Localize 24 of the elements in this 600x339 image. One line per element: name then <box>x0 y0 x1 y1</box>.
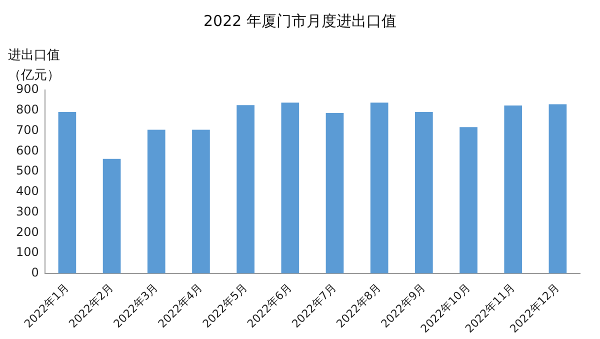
bar <box>504 105 522 274</box>
y-tick-label: 700 <box>16 122 39 137</box>
bar <box>281 102 300 274</box>
y-tick-label: 800 <box>16 102 39 117</box>
y-tick-label: 600 <box>16 143 39 158</box>
bar <box>370 102 388 274</box>
y-tick-label: 900 <box>16 82 39 96</box>
y-tick-label: 500 <box>16 164 39 178</box>
chart-title: 2022 年厦门市月度进出口值 <box>202 12 398 31</box>
bar <box>548 104 567 274</box>
y-tick-label: 400 <box>16 184 39 198</box>
y-tick-label: 300 <box>16 204 39 218</box>
bar <box>236 105 254 274</box>
bar <box>102 158 121 274</box>
y-tick-label: 100 <box>16 245 39 260</box>
bar <box>326 113 344 274</box>
y-tick-label: 200 <box>16 224 39 239</box>
bar <box>415 112 433 274</box>
y-axis-title: 进出口值（亿元） <box>8 47 61 84</box>
bar <box>147 130 166 274</box>
bar <box>460 127 478 274</box>
bar <box>192 130 210 274</box>
bar <box>58 112 76 274</box>
y-tick-label: 0 <box>31 266 39 280</box>
